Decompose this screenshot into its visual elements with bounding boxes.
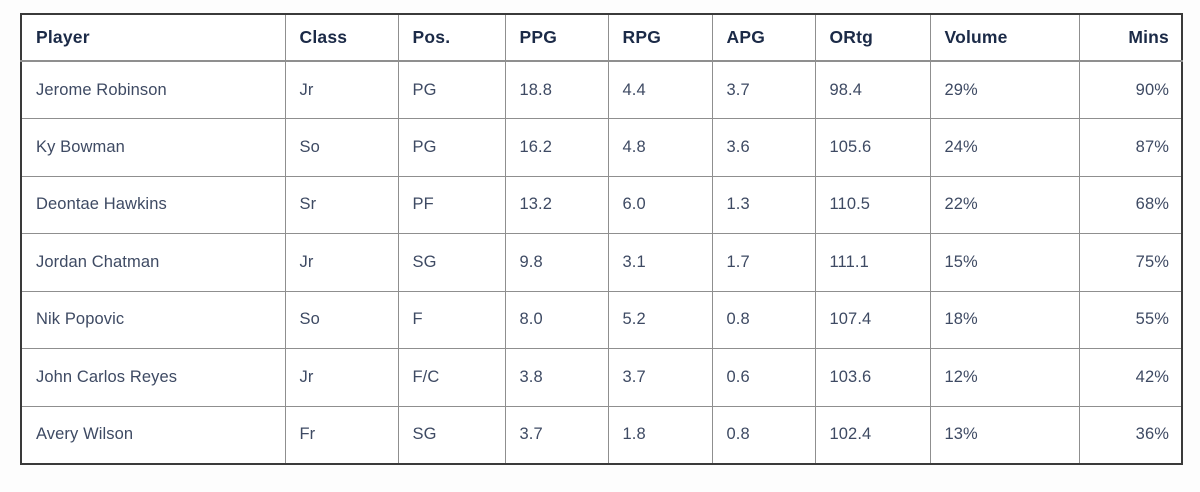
cell-class: Jr xyxy=(284,348,399,407)
cell-mins: 68% xyxy=(1078,175,1183,234)
cell-rpg: 3.7 xyxy=(607,348,713,407)
table-row: John Carlos Reyes Jr F/C 3.8 3.7 0.6 103… xyxy=(20,348,1183,407)
cell-mins: 75% xyxy=(1078,233,1183,292)
cell-ppg: 16.2 xyxy=(504,118,609,177)
cell-apg: 0.8 xyxy=(711,290,816,349)
cell-rpg: 1.8 xyxy=(607,405,713,464)
cell-ppg: 13.2 xyxy=(504,175,609,234)
player-stats-table: Player Class Pos. PPG RPG APG ORtg Volum… xyxy=(20,13,1183,465)
cell-rpg: 4.8 xyxy=(607,118,713,177)
cell-pos: F xyxy=(397,290,506,349)
cell-volume: 12% xyxy=(929,348,1080,407)
cell-apg: 0.6 xyxy=(711,348,816,407)
cell-class: So xyxy=(284,290,399,349)
cell-mins: 87% xyxy=(1078,118,1183,177)
cell-volume: 22% xyxy=(929,175,1080,234)
cell-apg: 3.6 xyxy=(711,118,816,177)
cell-player: Deontae Hawkins xyxy=(20,175,286,234)
cell-class: Jr xyxy=(284,233,399,292)
cell-ppg: 9.8 xyxy=(504,233,609,292)
cell-class: Sr xyxy=(284,175,399,234)
column-header-pos: Pos. xyxy=(397,13,506,62)
cell-ppg: 3.8 xyxy=(504,348,609,407)
cell-volume: 13% xyxy=(929,405,1080,464)
cell-ppg: 18.8 xyxy=(504,60,609,119)
cell-pos: SG xyxy=(397,233,506,292)
cell-mins: 36% xyxy=(1078,405,1183,464)
cell-apg: 0.8 xyxy=(711,405,816,464)
cell-mins: 42% xyxy=(1078,348,1183,407)
header-row: Player Class Pos. PPG RPG APG ORtg Volum… xyxy=(20,13,1183,62)
column-header-class: Class xyxy=(284,13,399,62)
table-row: Nik Popovic So F 8.0 5.2 0.8 107.4 18% 5… xyxy=(20,290,1183,349)
table-row: Jordan Chatman Jr SG 9.8 3.1 1.7 111.1 1… xyxy=(20,233,1183,292)
cell-rpg: 3.1 xyxy=(607,233,713,292)
cell-ortg: 98.4 xyxy=(814,60,931,119)
column-header-volume: Volume xyxy=(929,13,1080,62)
cell-rpg: 5.2 xyxy=(607,290,713,349)
cell-ppg: 8.0 xyxy=(504,290,609,349)
cell-volume: 15% xyxy=(929,233,1080,292)
cell-player: Jordan Chatman xyxy=(20,233,286,292)
cell-pos: SG xyxy=(397,405,506,464)
cell-ortg: 111.1 xyxy=(814,233,931,292)
column-header-player: Player xyxy=(20,13,286,62)
cell-player: Ky Bowman xyxy=(20,118,286,177)
cell-volume: 29% xyxy=(929,60,1080,119)
cell-player: John Carlos Reyes xyxy=(20,348,286,407)
cell-player: Avery Wilson xyxy=(20,405,286,464)
column-header-rpg: RPG xyxy=(607,13,713,62)
column-header-apg: APG xyxy=(711,13,816,62)
cell-ppg: 3.7 xyxy=(504,405,609,464)
cell-ortg: 107.4 xyxy=(814,290,931,349)
cell-player: Jerome Robinson xyxy=(20,60,286,119)
cell-rpg: 4.4 xyxy=(607,60,713,119)
cell-pos: F/C xyxy=(397,348,506,407)
cell-apg: 3.7 xyxy=(711,60,816,119)
table-row: Avery Wilson Fr SG 3.7 1.8 0.8 102.4 13%… xyxy=(20,405,1183,464)
cell-mins: 55% xyxy=(1078,290,1183,349)
table-row: Ky Bowman So PG 16.2 4.8 3.6 105.6 24% 8… xyxy=(20,118,1183,177)
cell-ortg: 110.5 xyxy=(814,175,931,234)
cell-volume: 24% xyxy=(929,118,1080,177)
cell-mins: 90% xyxy=(1078,60,1183,119)
cell-ortg: 105.6 xyxy=(814,118,931,177)
cell-apg: 1.3 xyxy=(711,175,816,234)
cell-ortg: 102.4 xyxy=(814,405,931,464)
cell-volume: 18% xyxy=(929,290,1080,349)
cell-pos: PG xyxy=(397,118,506,177)
cell-player: Nik Popovic xyxy=(20,290,286,349)
cell-class: Jr xyxy=(284,60,399,119)
column-header-ortg: ORtg xyxy=(814,13,931,62)
column-header-ppg: PPG xyxy=(504,13,609,62)
cell-class: Fr xyxy=(284,405,399,464)
cell-rpg: 6.0 xyxy=(607,175,713,234)
cell-class: So xyxy=(284,118,399,177)
cell-pos: PF xyxy=(397,175,506,234)
cell-apg: 1.7 xyxy=(711,233,816,292)
table-row: Jerome Robinson Jr PG 18.8 4.4 3.7 98.4 … xyxy=(20,60,1183,119)
table-row: Deontae Hawkins Sr PF 13.2 6.0 1.3 110.5… xyxy=(20,175,1183,234)
column-header-mins: Mins xyxy=(1078,13,1183,62)
cell-ortg: 103.6 xyxy=(814,348,931,407)
cell-pos: PG xyxy=(397,60,506,119)
